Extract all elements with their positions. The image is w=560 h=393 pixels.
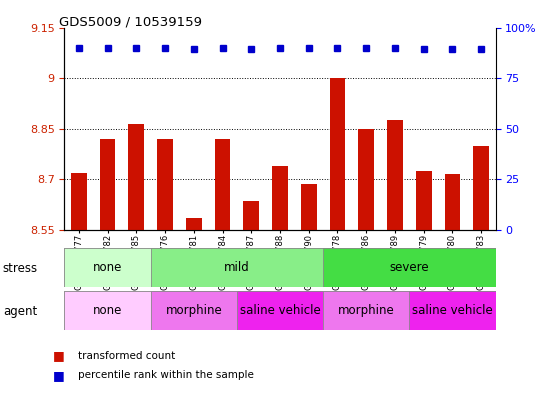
Text: morphine: morphine	[165, 304, 222, 317]
Bar	[244, 201, 259, 230]
Bar	[214, 139, 230, 230]
Text: none: none	[93, 261, 122, 274]
Bar	[301, 184, 316, 230]
Text: severe: severe	[390, 261, 429, 274]
Bar	[387, 120, 403, 230]
Text: transformed count: transformed count	[78, 351, 176, 361]
Text: none: none	[93, 304, 122, 317]
Text: percentile rank within the sample: percentile rank within the sample	[78, 370, 254, 380]
Bar	[71, 173, 87, 230]
Bar	[358, 129, 374, 230]
Text: agent: agent	[3, 305, 37, 318]
Bar	[100, 139, 115, 230]
Text: saline vehicle: saline vehicle	[412, 304, 493, 317]
Bar	[323, 291, 409, 330]
Text: ■: ■	[53, 349, 65, 362]
Bar	[409, 291, 496, 330]
Bar	[272, 166, 288, 230]
Text: stress: stress	[3, 261, 38, 275]
Bar	[330, 78, 346, 230]
Bar	[445, 174, 460, 230]
Bar	[157, 139, 173, 230]
Text: morphine: morphine	[338, 304, 395, 317]
Bar	[416, 171, 432, 230]
Bar	[151, 291, 237, 330]
Bar	[323, 248, 496, 287]
Bar	[64, 291, 151, 330]
Bar	[473, 145, 489, 230]
Text: mild: mild	[224, 261, 250, 274]
Text: GDS5009 / 10539159: GDS5009 / 10539159	[59, 16, 202, 29]
Bar	[237, 291, 323, 330]
Text: ■: ■	[53, 369, 65, 382]
Bar	[128, 124, 144, 230]
Bar	[151, 248, 323, 287]
Bar	[186, 218, 202, 230]
Bar	[64, 248, 151, 287]
Text: saline vehicle: saline vehicle	[240, 304, 320, 317]
